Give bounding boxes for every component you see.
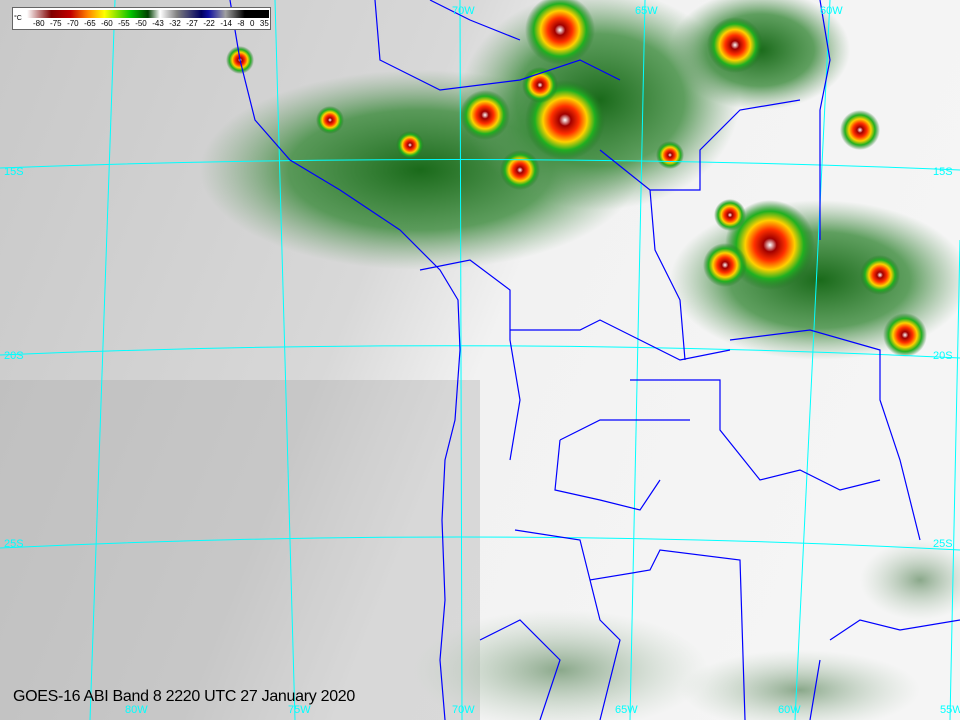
colorbar-tick: 35 (259, 19, 269, 28)
parallel-20s (0, 345, 960, 359)
parallel-15s (0, 158, 960, 171)
grid-label-top: 70W (452, 5, 475, 17)
grid-label-left: 15S (4, 166, 24, 178)
grid-label-bottom: 75W (288, 704, 311, 716)
grid-label-left: 20S (4, 350, 24, 362)
meridian-75w (274, 0, 296, 720)
grid-label-left: 25S (4, 538, 24, 550)
colorbar-tick: -60 (101, 19, 113, 28)
coastline (229, 0, 461, 720)
colorbar-tick: -70 (67, 19, 79, 28)
meridian-70w (459, 0, 463, 720)
colorbar-tick: -8 (237, 19, 245, 28)
grid-label-top: 60W (820, 5, 843, 17)
grid-label-right: 15S (933, 166, 953, 178)
grid-label-bottom: 55W (940, 704, 960, 716)
parallel-25s (0, 536, 960, 551)
borders (229, 0, 960, 720)
meridian-65w (629, 0, 646, 720)
colorbar-tick: -32 (169, 19, 181, 28)
colorbar-tick: -75 (50, 19, 62, 28)
colorbar-tick: -14 (220, 19, 232, 28)
colorbar-ramp (27, 10, 269, 18)
colorbar-tick: -43 (152, 19, 164, 28)
grid-label-bottom: 60W (778, 704, 801, 716)
grid-label-bottom: 80W (125, 704, 148, 716)
colorbar-tick: -55 (118, 19, 130, 28)
meridian-55w (949, 239, 960, 720)
colorbar-tick: 0 (249, 19, 255, 28)
colorbar-tick: -27 (186, 19, 198, 28)
grid-label-bottom: 70W (452, 704, 475, 716)
grid-label-bottom: 65W (615, 704, 638, 716)
colorbar-tick: -80 (33, 19, 45, 28)
meridian-60w (794, 0, 831, 720)
temperature-colorbar: °C -80 -75 -70 -65 -60 -55 -50 -43 -32 -… (12, 7, 271, 30)
colorbar-unit: °C (14, 15, 22, 22)
meridian-80w (89, 0, 116, 720)
colorbar-tick: -50 (135, 19, 147, 28)
image-caption: GOES-16 ABI Band 8 2220 UTC 27 January 2… (13, 688, 355, 705)
grid-label-right: 25S (933, 538, 953, 550)
grid-label-top: 65W (635, 5, 658, 17)
colorbar-tick: -65 (84, 19, 96, 28)
grid-label-right: 20S (933, 350, 953, 362)
colorbar-tick: -22 (203, 19, 215, 28)
